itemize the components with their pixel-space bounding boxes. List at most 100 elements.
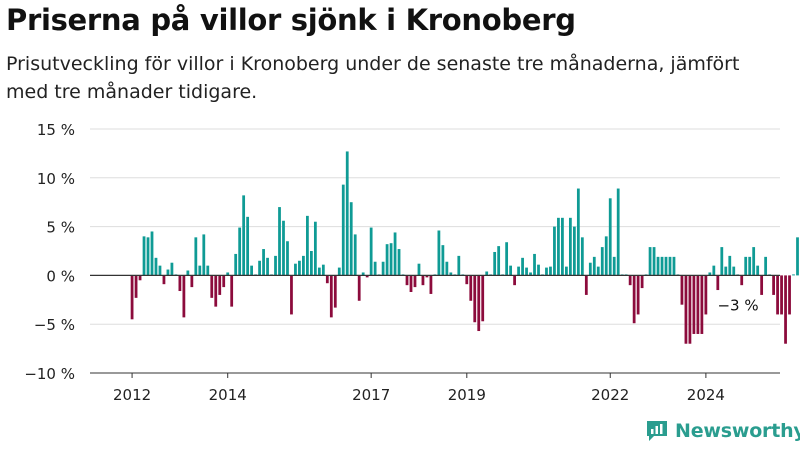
bar (242, 195, 246, 276)
bar (668, 256, 672, 276)
bar (389, 243, 393, 276)
y-tick-label: −10 % (24, 365, 75, 383)
bar (445, 261, 449, 276)
newsworthy-logo-icon (647, 421, 667, 441)
bar (780, 275, 783, 315)
bar (234, 253, 238, 276)
bar (202, 234, 206, 276)
bar (529, 272, 532, 276)
bar (752, 247, 756, 276)
bar (708, 272, 712, 276)
bar (345, 151, 349, 276)
bar (130, 275, 134, 320)
bar (294, 263, 297, 276)
bar (146, 237, 150, 276)
bar (720, 247, 724, 276)
bar (325, 275, 329, 284)
bar (788, 275, 791, 315)
bar (568, 217, 572, 276)
bar (138, 275, 142, 281)
bar (246, 216, 250, 276)
bar (505, 242, 509, 276)
bar (660, 256, 664, 276)
bar (776, 275, 779, 315)
bar (584, 275, 588, 295)
bar (405, 275, 409, 286)
bar (178, 275, 182, 292)
annotation-label: −3 % (717, 297, 758, 315)
bar (361, 272, 365, 276)
bar (608, 198, 612, 276)
axes (90, 274, 780, 374)
bar (740, 275, 744, 286)
bar (772, 275, 775, 295)
bar (664, 256, 668, 276)
bar (190, 275, 194, 288)
bar (509, 265, 512, 276)
bar (545, 267, 548, 276)
bar (226, 272, 230, 276)
bar (278, 207, 281, 276)
bar (425, 275, 429, 278)
bar (588, 262, 592, 276)
bar (688, 275, 692, 344)
bar (381, 261, 385, 276)
bar (700, 275, 704, 334)
bar (533, 253, 536, 276)
x-axis-ticks: 2012 2014 2017 2019 2022 2024 (113, 373, 725, 404)
x-tick-label: 2022 (591, 386, 629, 404)
bar (724, 266, 728, 276)
bar (628, 275, 632, 286)
bar (413, 275, 417, 288)
bar (313, 221, 317, 276)
bar (604, 236, 608, 276)
bar (640, 275, 644, 289)
bar (696, 275, 700, 334)
bar (317, 267, 321, 276)
chart-subtitle: Prisutveckling för villor i Kronoberg un… (6, 53, 740, 103)
bar (218, 275, 222, 295)
bar (321, 264, 325, 276)
bar (792, 274, 795, 276)
bar (457, 255, 461, 276)
y-tick-label: 5 % (46, 219, 75, 237)
bar (333, 275, 337, 308)
y-axis-ticks: −10 % −5 % 0 % 5 % 10 % 15 % (24, 121, 75, 383)
brand: Newsworthy (645, 419, 800, 443)
y-tick-label: 0 % (46, 267, 75, 285)
bar (580, 237, 584, 276)
bar (298, 260, 301, 276)
bar (373, 261, 377, 276)
bar (286, 241, 289, 276)
bar (565, 266, 568, 276)
bar (465, 275, 469, 285)
bar (513, 275, 516, 286)
bar (162, 275, 166, 285)
bar (309, 251, 313, 276)
bar (134, 275, 138, 298)
bar (429, 275, 433, 294)
bar (716, 275, 720, 291)
bar (337, 267, 341, 276)
bar (728, 255, 732, 276)
grid-layer (90, 128, 780, 374)
bar (473, 275, 477, 323)
bar (692, 275, 696, 334)
bar (274, 255, 277, 276)
bar (493, 251, 497, 276)
bar (656, 256, 660, 276)
bar (437, 230, 441, 276)
x-tick-label: 2024 (687, 386, 725, 404)
brand-name: Newsworthy (675, 420, 800, 442)
bar (632, 275, 636, 324)
bar (142, 236, 146, 276)
bar (517, 266, 520, 276)
chart-title: Priserna på villor sjönk i Kronoberg (6, 3, 576, 37)
bar (796, 237, 799, 276)
bar (385, 244, 389, 276)
bar (485, 271, 489, 276)
bar (441, 245, 445, 276)
bar (238, 227, 242, 276)
bar (393, 232, 397, 276)
